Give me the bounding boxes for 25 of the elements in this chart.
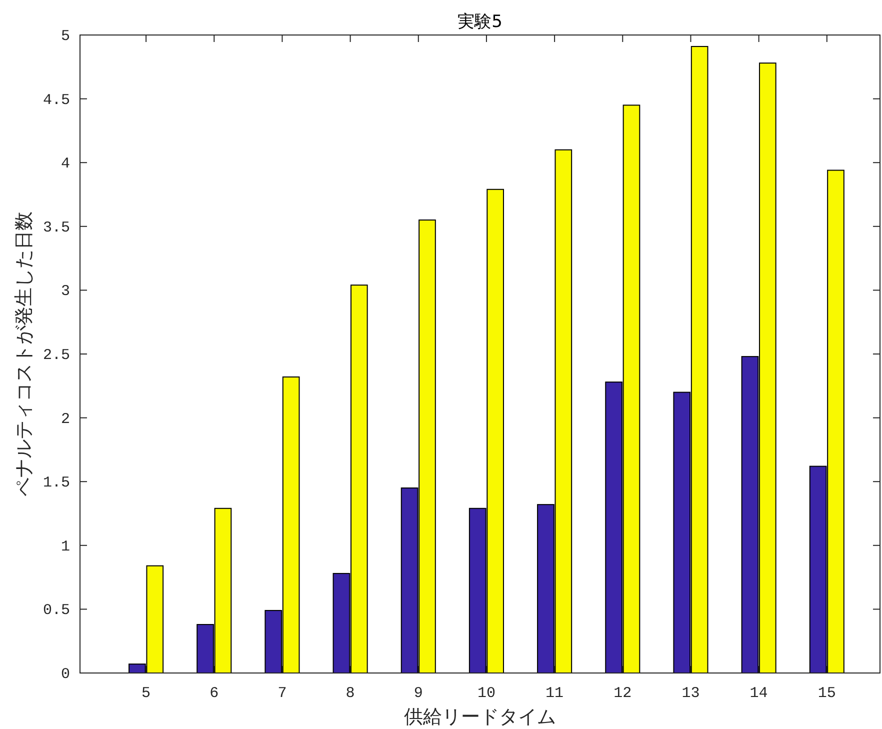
- y-tick-label: 1: [60, 538, 70, 556]
- y-tick-label: 0.5: [42, 602, 70, 620]
- x-tick-label: 14: [750, 685, 768, 702]
- x-tick-label: 5: [142, 685, 151, 702]
- y-tick-label: 4.5: [42, 92, 70, 109]
- x-tick-label: 6: [210, 685, 219, 702]
- y-tick-label: 3: [60, 283, 70, 300]
- x-tick-label: 15: [818, 685, 836, 702]
- y-tick-label: 1.5: [42, 474, 70, 492]
- x-tick-label: 12: [614, 685, 632, 702]
- y-tick-label: 2: [60, 410, 70, 428]
- y-tick-label: 2.5: [42, 347, 70, 364]
- x-tick-label: 10: [477, 685, 496, 702]
- y-tick-label: 5: [60, 28, 70, 45]
- y-tick-label: 0: [60, 666, 70, 683]
- x-tick-label: 11: [546, 685, 564, 702]
- x-axis-title: 供給リードタイム: [404, 706, 556, 728]
- x-tick-label: 9: [414, 685, 423, 702]
- x-tick-label: 7: [278, 685, 287, 702]
- y-axis-title: ペナルティコストが発生した日数: [13, 212, 35, 496]
- chart-title: 実験5: [458, 12, 502, 32]
- x-tick-label: 8: [346, 685, 355, 702]
- x-tick-label: 13: [682, 685, 700, 702]
- y-tick-label: 4: [60, 156, 70, 173]
- y-tick-label: 3.5: [42, 219, 70, 236]
